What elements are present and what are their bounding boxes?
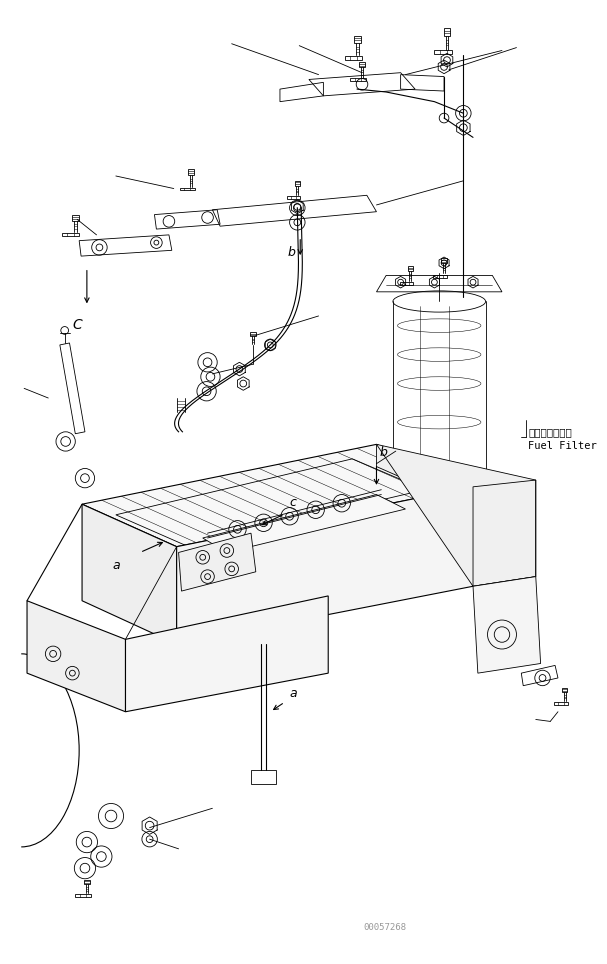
Text: a: a [112,559,120,573]
Polygon shape [126,596,328,711]
Text: c: c [290,496,296,509]
Text: a: a [290,687,297,700]
Polygon shape [27,601,126,711]
Text: 00057268: 00057268 [364,923,406,931]
Text: Fuel Filter: Fuel Filter [528,442,597,451]
Text: b: b [288,247,296,259]
Polygon shape [82,444,473,547]
Text: C: C [72,318,82,332]
Text: b: b [379,445,387,459]
Text: フェルフィルタ: フェルフィルタ [528,427,572,437]
Polygon shape [376,444,536,586]
Polygon shape [376,444,473,509]
Polygon shape [473,576,541,673]
Polygon shape [177,487,473,644]
Polygon shape [178,533,256,591]
Polygon shape [82,504,177,644]
Polygon shape [203,495,405,552]
